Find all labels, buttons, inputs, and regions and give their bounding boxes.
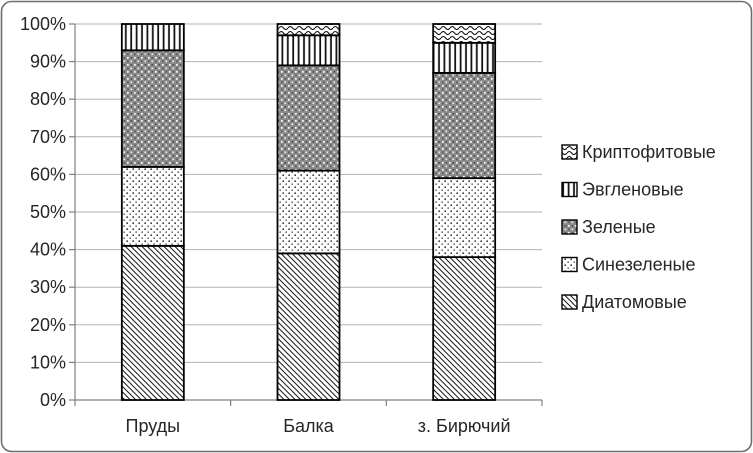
y-axis-tick-label: 40% bbox=[30, 240, 66, 260]
bar-segment bbox=[432, 256, 497, 401]
y-axis-tick-label: 30% bbox=[30, 277, 66, 297]
bar-segment bbox=[432, 23, 497, 44]
legend-label: Синезеленые bbox=[582, 255, 695, 275]
y-axis-tick-label: 80% bbox=[30, 89, 66, 109]
legend-swatch bbox=[561, 181, 578, 198]
x-axis-category-label: Балка bbox=[283, 416, 335, 436]
legend-swatch bbox=[561, 256, 578, 273]
y-axis-tick-label: 50% bbox=[30, 202, 66, 222]
bar-segment bbox=[276, 23, 341, 37]
legend-swatch bbox=[561, 294, 578, 310]
bar-segment bbox=[276, 34, 341, 67]
legend-label: Диатомовые bbox=[582, 292, 687, 312]
legend-label: Зеленые bbox=[582, 217, 656, 237]
bar-segment bbox=[120, 23, 185, 52]
bar-segment bbox=[432, 177, 497, 259]
y-axis-tick-label: 100% bbox=[20, 14, 66, 34]
legend-label: Криптофитовые bbox=[582, 142, 716, 162]
y-axis-tick-label: 70% bbox=[30, 127, 66, 147]
bars bbox=[120, 23, 497, 401]
x-axis-category-label: з. Бирючий bbox=[418, 416, 511, 436]
x-axis-labels: Пруды Балка з. Бирючий bbox=[126, 416, 511, 436]
y-axis-labels: 0% 10% 20% 30% 40% 50% 60% 70% 80% 90% 100% bbox=[20, 14, 66, 410]
y-axis-tick-label: 0% bbox=[40, 390, 66, 410]
bar-segment bbox=[276, 64, 341, 172]
bar-segment bbox=[120, 49, 185, 168]
bar-segment bbox=[432, 71, 497, 180]
legend-label: Эвгленовые bbox=[582, 180, 684, 200]
y-axis-tick-label: 10% bbox=[30, 352, 66, 372]
x-axis-category-label: Пруды bbox=[126, 416, 181, 436]
bar-segment bbox=[432, 41, 497, 74]
y-axis-tick-label: 20% bbox=[30, 315, 66, 335]
y-axis-tick-label: 90% bbox=[30, 52, 66, 72]
bar-segment bbox=[120, 244, 185, 401]
bar-segment bbox=[276, 169, 341, 255]
bar-segment bbox=[276, 252, 341, 401]
legend: Криптофитовые Эвгленовые Зеленые Синезелены… bbox=[561, 142, 716, 312]
y-axis-tick-label: 60% bbox=[30, 164, 66, 184]
legend-swatch bbox=[561, 144, 578, 160]
legend-swatch bbox=[561, 219, 578, 235]
bar-segment bbox=[120, 165, 185, 247]
